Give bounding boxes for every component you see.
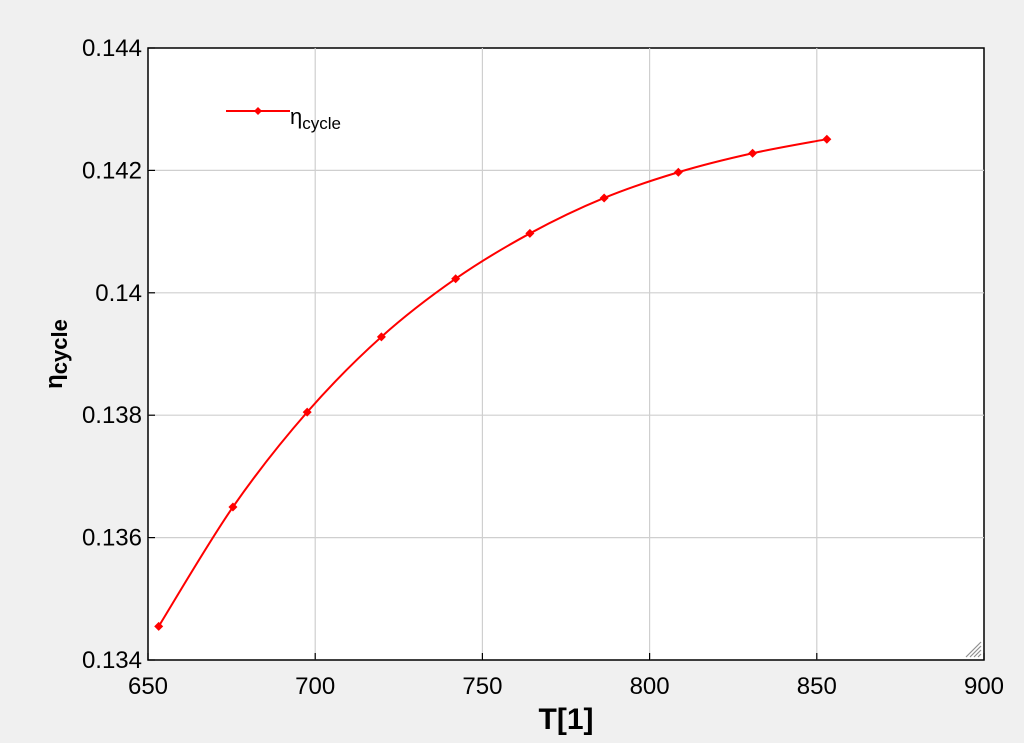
data-point <box>748 148 758 158</box>
y-axis-subscript: cycle <box>47 319 72 374</box>
x-tick-label: 900 <box>964 673 1004 700</box>
legend-marker <box>254 107 262 115</box>
y-tick-label: 0.142 <box>82 157 142 184</box>
data-point <box>599 193 609 203</box>
x-tick-label: 850 <box>797 673 837 700</box>
legend-subscript: cycle <box>302 114 341 133</box>
series-line <box>157 138 828 627</box>
y-tick-label: 0.136 <box>82 525 142 552</box>
x-tick-label: 700 <box>295 673 335 700</box>
x-tick-label: 800 <box>630 673 670 700</box>
data-point <box>822 134 832 144</box>
data-point <box>376 332 386 342</box>
data-point <box>673 167 683 177</box>
x-tick-label: 750 <box>462 673 502 700</box>
grid-lines <box>148 48 984 660</box>
axis-ticks <box>147 47 985 661</box>
data-point <box>451 274 461 284</box>
x-axis-label: T[1] <box>539 703 594 736</box>
y-tick-label: 0.134 <box>82 647 142 674</box>
y-axis-symbol: η <box>41 374 68 389</box>
resize-grip-icon[interactable] <box>965 641 982 658</box>
legend-label: ηcycle <box>290 104 341 133</box>
legend: ηcycle <box>226 104 341 133</box>
plot-area <box>147 47 985 661</box>
legend-symbol: η <box>290 104 302 129</box>
y-tick-label: 0.14 <box>95 280 142 307</box>
series-layer <box>154 134 832 631</box>
y-tick-label: 0.138 <box>82 402 142 429</box>
data-point <box>302 407 312 417</box>
x-tick-label: 650 <box>128 673 168 700</box>
y-axis-label: ηcycle <box>41 319 72 389</box>
data-point <box>228 502 238 512</box>
y-tick-label: 0.144 <box>82 35 142 62</box>
x-tick-labels: 650 700 750 800 850 900 <box>128 673 1004 700</box>
data-point <box>154 621 164 631</box>
data-point <box>525 228 535 238</box>
y-tick-labels: 0.134 0.136 0.138 0.14 0.142 0.144 <box>82 35 142 674</box>
